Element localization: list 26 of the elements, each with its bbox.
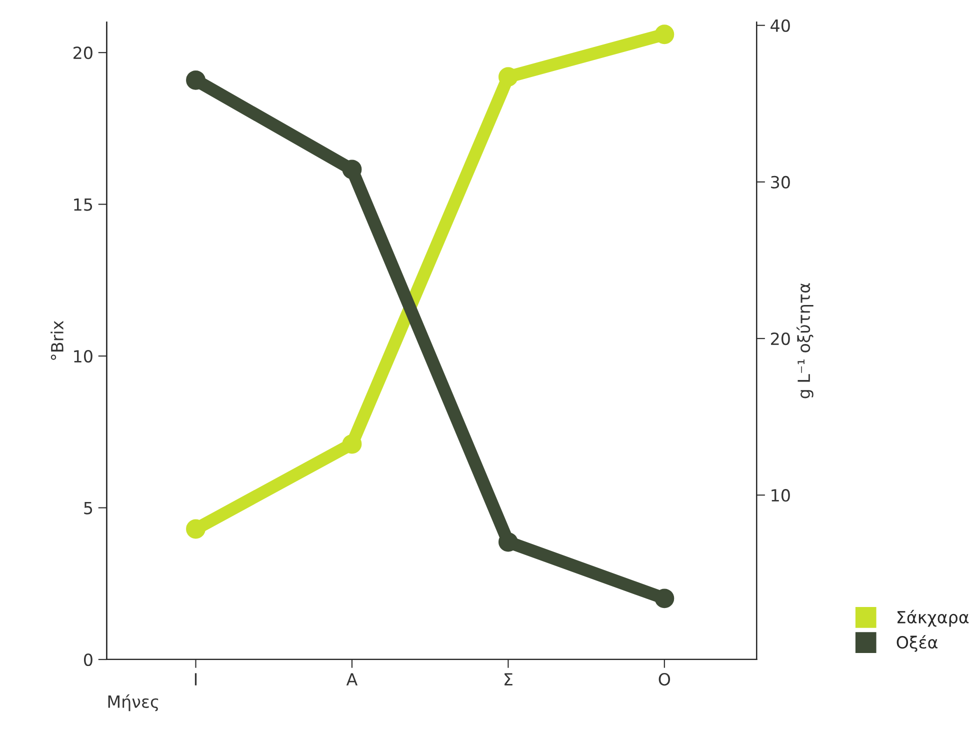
y-tick-label: 10 <box>74 350 92 363</box>
point <box>654 24 674 44</box>
point <box>186 70 206 90</box>
legend-label: Σάκχαρα <box>898 610 969 627</box>
point <box>654 588 674 608</box>
point <box>498 532 518 552</box>
y-axis-title: °Brix <box>50 320 64 360</box>
y2-tick-label: 30 <box>771 176 790 189</box>
x-tick-label: Ι <box>194 673 197 686</box>
x-tick-label: Ο <box>658 672 670 686</box>
y2-tick-label: 20 <box>771 332 790 346</box>
y-tick-label: 20 <box>74 46 92 60</box>
y-tick-label: 0 <box>84 653 92 666</box>
x-tick-label: Α <box>346 673 358 686</box>
y2-tick-label: 10 <box>772 489 790 502</box>
legend-label: Οξέα <box>896 635 938 652</box>
point <box>342 160 362 180</box>
y2-tick-label: 40 <box>770 19 790 32</box>
point <box>186 519 206 539</box>
x-axis-title: Μήνες <box>108 694 158 712</box>
x-tick-label: Σ <box>504 673 512 686</box>
y-tick-label: 5 <box>84 502 92 514</box>
point <box>342 434 362 454</box>
point <box>498 67 518 87</box>
y-tick-label: 15 <box>74 198 92 211</box>
y2-axis-title: g L⁻¹ οξύτητα <box>796 283 814 398</box>
